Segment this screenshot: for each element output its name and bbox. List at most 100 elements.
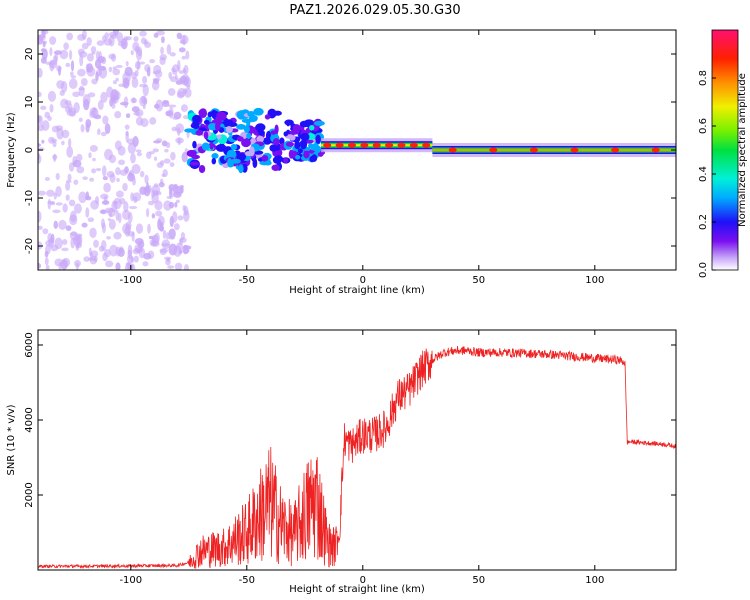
heatmap-cell xyxy=(144,41,152,48)
heatmap-cell xyxy=(47,200,56,205)
heatmap-cell xyxy=(176,127,181,136)
heatmap-cell xyxy=(103,182,111,193)
heatmap-cell xyxy=(203,119,210,125)
heatmap-cell xyxy=(85,191,90,201)
heatmap-cell xyxy=(172,211,178,223)
y-tick-label: 6000 xyxy=(24,332,35,357)
heatmap-cell xyxy=(248,146,255,157)
y-tick-label: 4000 xyxy=(24,407,35,432)
heatmap-region-stable-tone xyxy=(432,143,676,157)
heatmap-cell xyxy=(40,48,46,52)
heatmap-cell xyxy=(175,199,180,204)
heatmap-cell xyxy=(166,257,171,262)
heatmap-cell xyxy=(133,36,139,42)
heatmap-cell xyxy=(313,120,325,126)
heatmap-cell xyxy=(146,151,152,159)
heatmap-cell xyxy=(160,178,164,185)
heatmap-cell xyxy=(134,61,141,70)
heatmap-cell xyxy=(163,158,171,164)
heatmap-cell xyxy=(117,145,126,156)
heatmap-cell xyxy=(95,168,102,172)
heatmap-cell xyxy=(89,177,95,182)
heatmap-cell xyxy=(147,223,151,234)
heatmap-cell xyxy=(48,59,58,69)
y-tick-label: 20 xyxy=(24,48,35,61)
heatmap-cell xyxy=(118,83,126,87)
heatmap-cell xyxy=(192,140,197,149)
heatmap-cell xyxy=(151,213,156,219)
heatmap-cell xyxy=(198,165,206,174)
heatmap-cell xyxy=(256,135,264,143)
x-tick-label: 0 xyxy=(360,275,366,286)
heatmap-cell xyxy=(96,40,105,46)
heatmap-cell xyxy=(110,89,119,101)
heatmap-cell xyxy=(161,100,170,108)
heatmap-cell xyxy=(238,164,244,174)
heatmap-cell xyxy=(299,120,309,128)
heatmap-cell xyxy=(65,225,72,231)
heatmap-cell xyxy=(92,157,96,162)
heatmap-cell xyxy=(269,144,279,152)
heatmap-cell xyxy=(70,75,77,79)
heatmap-cell xyxy=(153,64,162,75)
spectrogram-y-label: Frequency (Hz) xyxy=(6,112,17,188)
heatmap-cell xyxy=(173,111,182,120)
heatmap-cell xyxy=(122,182,128,192)
heatmap-cell xyxy=(215,144,227,152)
heatmap-cell xyxy=(152,148,160,153)
heatmap-cell xyxy=(53,220,58,230)
heatmap-cell xyxy=(120,38,128,50)
heatmap-cell xyxy=(286,119,291,127)
heatmap-cell xyxy=(112,80,117,85)
heatmap-cell xyxy=(347,142,356,148)
heatmap-cell xyxy=(133,111,141,116)
heatmap-cell xyxy=(61,140,65,146)
heatmap-cell xyxy=(165,142,171,149)
heatmap-cell xyxy=(209,142,214,150)
heatmap-cell xyxy=(44,257,49,266)
heatmap-cell xyxy=(211,153,219,159)
heatmap-cell xyxy=(134,243,143,253)
heatmap-cell xyxy=(166,44,172,55)
heatmap-cell xyxy=(73,179,79,185)
heatmap-cell xyxy=(61,247,69,252)
heatmap-cell xyxy=(78,117,83,123)
heatmap-cell xyxy=(173,223,180,231)
heatmap-cell xyxy=(107,217,111,222)
snr-x-label: Height of straight line (km) xyxy=(289,584,425,595)
heatmap-cell xyxy=(294,140,301,150)
heatmap-cell xyxy=(135,149,142,153)
heatmap-cell xyxy=(178,70,184,74)
heatmap-cell xyxy=(161,36,165,44)
snr-plot: -100 -50 0 50 100 2000 4000 6000 Height of stra… xyxy=(6,329,677,595)
heatmap-cell xyxy=(151,192,159,204)
heatmap-cell xyxy=(243,125,250,133)
heatmap-cell xyxy=(41,120,50,131)
heatmap-cell xyxy=(149,239,157,247)
heatmap-cell xyxy=(274,155,283,163)
heatmap-cell xyxy=(101,239,107,251)
heatmap-cell xyxy=(448,147,457,153)
heatmap-cell xyxy=(62,257,71,267)
heatmap-cell xyxy=(52,209,61,214)
heatmap-cell xyxy=(145,208,150,218)
heatmap-cell xyxy=(38,263,42,269)
heatmap-cell xyxy=(122,71,131,84)
x-tick-label: 100 xyxy=(585,575,604,586)
heatmap-cell xyxy=(300,132,310,142)
heatmap-cell xyxy=(372,142,381,148)
heatmap-cell xyxy=(162,229,167,239)
heatmap-cell xyxy=(142,104,146,110)
heatmap-cell xyxy=(125,113,131,119)
heatmap-cell xyxy=(124,226,131,237)
heatmap-cell xyxy=(97,99,104,111)
heatmap-cell xyxy=(139,170,145,178)
heatmap-cell xyxy=(113,200,119,205)
y-tick-label: 10 xyxy=(24,96,35,109)
x-tick-label: 0 xyxy=(360,575,366,586)
heatmap-cell xyxy=(246,132,252,140)
heatmap-cell xyxy=(167,265,175,269)
heatmap-cell xyxy=(86,37,92,47)
heatmap-band-core xyxy=(432,149,676,151)
